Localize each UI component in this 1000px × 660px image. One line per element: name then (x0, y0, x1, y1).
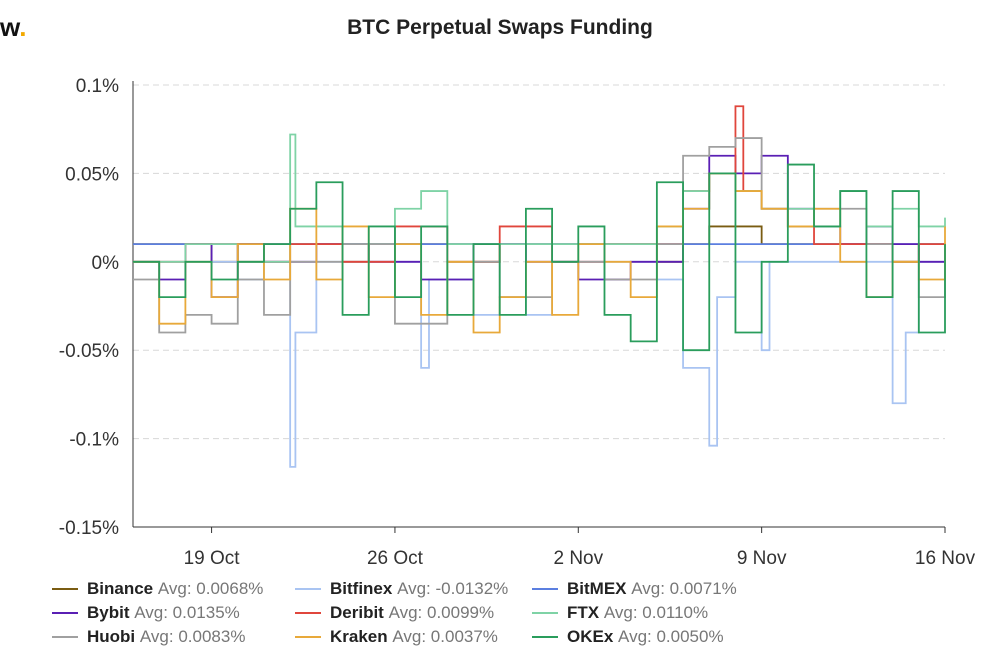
x-tick-label: 26 Oct (367, 548, 424, 569)
legend-name: OKEx (567, 627, 618, 646)
legend-avg: Avg: 0.0083% (140, 627, 246, 646)
legend-name: Bybit (87, 603, 134, 622)
legend-name: Bitfinex (330, 579, 397, 598)
legend-item-binance: Binance Avg: 0.0068% (87, 579, 263, 598)
chart-title: BTC Perpetual Swaps Funding (347, 16, 653, 39)
x-tick-label: 9 Nov (737, 548, 787, 569)
x-tick-label: 2 Nov (553, 548, 603, 569)
legend-avg: Avg: 0.0068% (158, 579, 264, 598)
legend-item-ftx: FTX Avg: 0.0110% (567, 603, 708, 622)
y-tick-label: 0.05% (65, 164, 119, 185)
series-line-huobi (133, 137, 946, 334)
y-tick-label: -0.05% (59, 341, 119, 362)
legend-name: Deribit (330, 603, 389, 622)
y-tick-label: 0% (92, 253, 120, 274)
y-tick-label: -0.15% (59, 518, 119, 539)
series-line-okex (133, 163, 946, 352)
legend-name: FTX (567, 603, 604, 622)
legend-item-bitmex: BitMEX Avg: 0.0071% (567, 579, 737, 598)
legend-avg: Avg: 0.0135% (134, 603, 240, 622)
brand-letter: w (0, 12, 20, 42)
legend-avg: Avg: 0.0099% (389, 603, 495, 622)
legend-name: BitMEX (567, 579, 631, 598)
legend-item-kraken: Kraken Avg: 0.0037% (330, 627, 498, 646)
series-line-ftx (133, 133, 946, 263)
legend-name: Huobi (87, 627, 140, 646)
series-line-bitfinex (133, 260, 945, 468)
brand-dot: . (19, 12, 27, 42)
x-tick-label: 19 Oct (184, 548, 241, 569)
legend-item-bybit: Bybit Avg: 0.0135% (87, 603, 240, 622)
legend-item-huobi: Huobi Avg: 0.0083% (87, 627, 245, 646)
series-line-deribit (133, 105, 946, 263)
y-tick-label: -0.1% (69, 430, 119, 451)
legend-avg: Avg: 0.0071% (631, 579, 737, 598)
brand-logo: w. (0, 12, 27, 43)
legend-avg: Avg: 0.0037% (392, 627, 498, 646)
legend-item-okex: OKEx Avg: 0.0050% (567, 627, 724, 646)
legend-name: Kraken (330, 627, 392, 646)
y-tick-label: 0.1% (76, 76, 119, 97)
legend-avg: Avg: 0.0050% (618, 627, 724, 646)
legend-item-bitfinex: Bitfinex Avg: -0.0132% (330, 579, 508, 598)
legend-avg: Avg: 0.0110% (604, 603, 708, 622)
legend-name: Binance (87, 579, 158, 598)
legend-item-deribit: Deribit Avg: 0.0099% (330, 603, 494, 622)
legend-avg: Avg: -0.0132% (397, 579, 508, 598)
x-tick-label: 16 Nov (915, 548, 976, 569)
series-line-kraken (133, 172, 946, 334)
